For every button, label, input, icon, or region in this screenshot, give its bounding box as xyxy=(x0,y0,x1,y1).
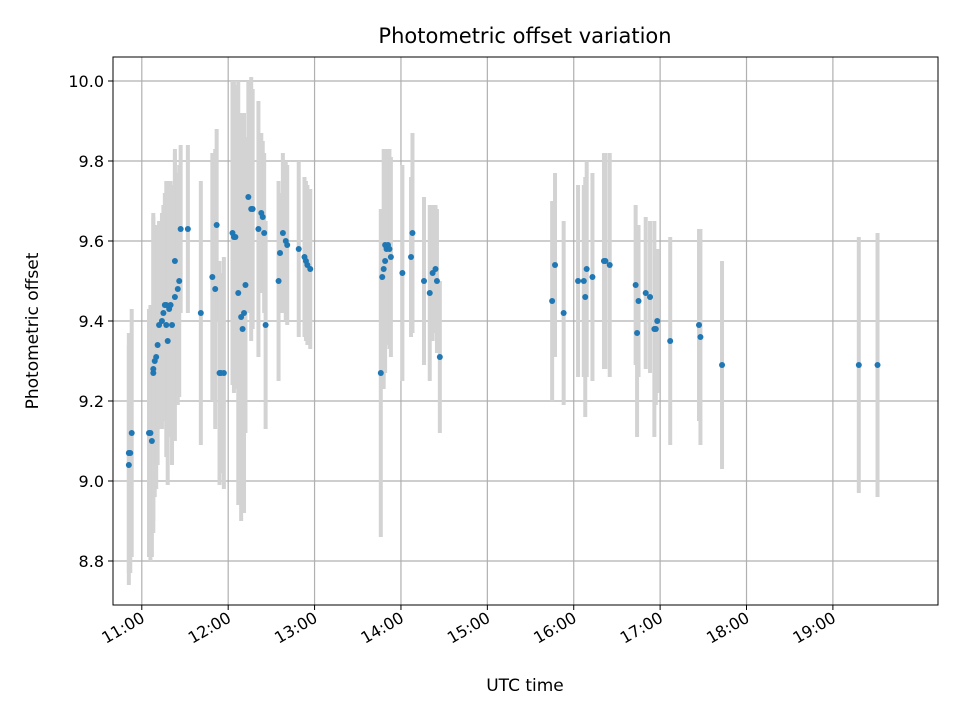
data-point xyxy=(275,278,282,284)
y-axis-ticks: 8.8 9.0 9.2 9.4 9.6 9.8 10.0 xyxy=(68,72,113,571)
data-point xyxy=(209,274,216,280)
data-point xyxy=(242,282,249,288)
data-point xyxy=(380,266,387,272)
plot-frame xyxy=(112,56,939,606)
data-point xyxy=(197,310,204,316)
y-tick-label: 8.8 xyxy=(79,552,104,571)
data-point xyxy=(125,462,132,468)
data-point xyxy=(259,214,266,220)
data-point xyxy=(171,258,178,264)
y-axis-label: Photometric offset xyxy=(23,252,43,409)
data-point xyxy=(212,286,219,292)
data-point xyxy=(255,226,262,232)
data-point xyxy=(239,326,246,332)
data-point xyxy=(697,334,704,340)
data-point xyxy=(377,370,384,376)
data-point xyxy=(874,362,881,368)
data-point xyxy=(147,430,154,436)
data-point xyxy=(177,226,184,232)
data-point xyxy=(261,230,268,236)
y-tick-label: 9.8 xyxy=(79,152,104,171)
data-point xyxy=(583,266,590,272)
data-point xyxy=(153,354,160,360)
data-point xyxy=(632,282,639,288)
data-point xyxy=(164,338,171,344)
data-point xyxy=(160,310,167,316)
data-point xyxy=(279,230,286,236)
data-point xyxy=(552,262,559,268)
data-point xyxy=(148,438,155,444)
data-point xyxy=(127,450,134,456)
data-point xyxy=(589,274,596,280)
data-point xyxy=(235,290,242,296)
data-point xyxy=(719,362,726,368)
data-point xyxy=(245,194,252,200)
data-point xyxy=(549,298,556,304)
data-point xyxy=(277,250,284,256)
data-point xyxy=(409,230,416,236)
data-point xyxy=(128,430,135,436)
data-point xyxy=(582,294,589,300)
data-point xyxy=(382,258,389,264)
data-point xyxy=(184,226,191,232)
data-point xyxy=(652,326,659,332)
data-point xyxy=(855,362,862,368)
data-point xyxy=(433,278,440,284)
data-point xyxy=(420,278,427,284)
y-tick-label: 9.6 xyxy=(79,232,104,251)
data-point xyxy=(635,298,642,304)
data-point xyxy=(408,254,415,260)
data-point xyxy=(284,242,291,248)
data-point xyxy=(167,302,174,308)
data-point xyxy=(602,258,609,264)
data-point xyxy=(174,286,181,292)
data-point xyxy=(386,246,393,252)
data-point xyxy=(634,330,641,336)
y-tick-label: 9.4 xyxy=(79,312,104,331)
data-point xyxy=(232,234,239,240)
data-point xyxy=(154,342,161,348)
data-point xyxy=(176,278,183,284)
data-point xyxy=(432,266,439,272)
data-point xyxy=(169,322,176,328)
y-tick-label: 9.0 xyxy=(79,472,104,491)
data-point xyxy=(642,290,649,296)
data-point xyxy=(171,294,178,300)
data-point xyxy=(249,206,256,212)
data-point xyxy=(575,278,582,284)
data-point xyxy=(220,370,227,376)
data-point xyxy=(150,366,157,372)
data-point xyxy=(262,322,269,328)
data-point xyxy=(580,278,587,284)
data-point xyxy=(295,246,302,252)
data-point xyxy=(695,322,702,328)
data-point xyxy=(158,318,165,324)
data-point xyxy=(654,318,661,324)
data-point xyxy=(667,338,674,344)
x-axis-label: UTC time xyxy=(486,676,564,696)
data-point xyxy=(307,266,314,272)
data-point xyxy=(426,290,433,296)
data-point xyxy=(241,310,248,316)
data-point xyxy=(379,274,386,280)
data-point xyxy=(436,354,443,360)
data-point xyxy=(163,322,170,328)
data-point xyxy=(387,254,394,260)
chart-title: Photometric offset variation xyxy=(378,24,671,48)
y-tick-label: 9.2 xyxy=(79,392,104,411)
y-tick-label: 10.0 xyxy=(68,72,104,91)
data-point xyxy=(213,222,220,228)
data-point xyxy=(399,270,406,276)
data-point xyxy=(647,294,654,300)
data-point xyxy=(560,310,567,316)
data-point xyxy=(606,262,613,268)
data-points xyxy=(125,194,881,468)
